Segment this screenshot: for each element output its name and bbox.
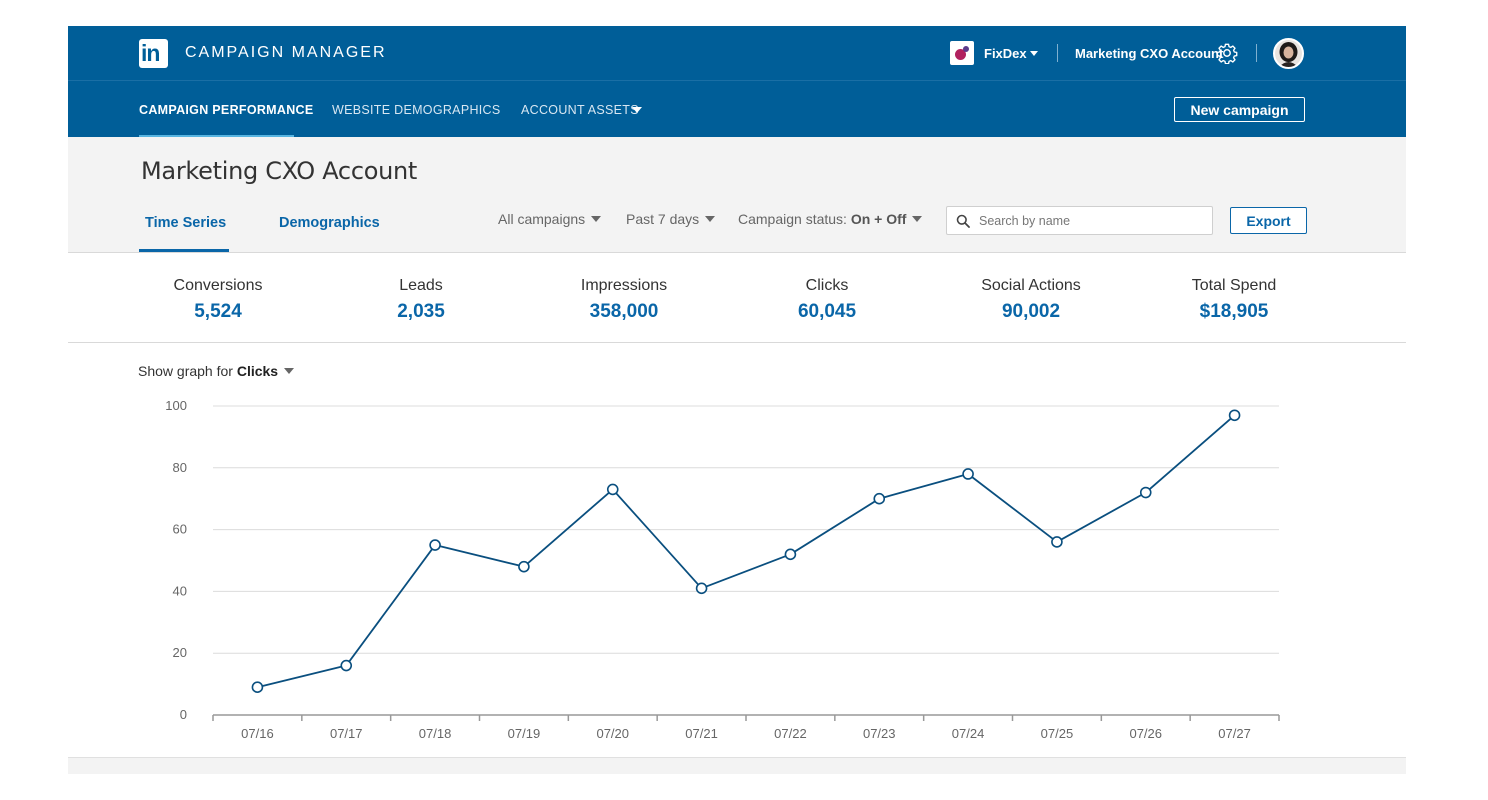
- metric-social-actions[interactable]: Social Actions 90,002: [951, 277, 1111, 323]
- chevron-down-icon[interactable]: [632, 107, 642, 113]
- y-tick-label: 40: [173, 583, 187, 598]
- metric-impressions[interactable]: Impressions 358,000: [544, 277, 704, 323]
- nav-account-assets[interactable]: ACCOUNT ASSETS: [521, 103, 639, 117]
- x-tick-label: 07/27: [1218, 726, 1251, 741]
- footer-strip: [68, 757, 1406, 774]
- divider: [1057, 44, 1058, 62]
- x-tick-label: 07/18: [419, 726, 452, 741]
- metric-label: Leads: [399, 277, 443, 294]
- chevron-down-icon: [591, 216, 602, 223]
- tab-time-series[interactable]: Time Series: [145, 215, 227, 231]
- status-value: On + Off: [850, 211, 907, 227]
- chevron-down-icon: [705, 216, 716, 223]
- metric-value: 90,002: [1001, 301, 1061, 322]
- x-tick-label: 07/20: [596, 726, 629, 741]
- chevron-down-icon[interactable]: [1030, 51, 1038, 56]
- metric-label: Social Actions: [981, 277, 1081, 294]
- y-tick-label: 80: [173, 460, 187, 475]
- metric-value: $18,905: [1199, 301, 1269, 322]
- metric-conversions[interactable]: Conversions 5,524: [138, 277, 298, 323]
- data-point: [873, 492, 886, 505]
- divider: [1256, 44, 1257, 62]
- clicks-line-chart: 0 20 40 60 80 100 07/16 07/17 07/18 07/19 07/20 07/…: [165, 398, 1280, 741]
- data-point: [429, 539, 441, 551]
- x-tick-label: 07/17: [330, 726, 363, 741]
- chevron-down-icon: [912, 216, 923, 223]
- date-range-filter[interactable]: Past 7 days: [626, 211, 716, 227]
- campaign-manager-app: in CAMPAIGN MANAGER FixDex Marketing CXO…: [68, 26, 1406, 774]
- gear-icon[interactable]: [1216, 42, 1238, 64]
- linkedin-logo-icon[interactable]: in: [139, 39, 168, 68]
- main-nav: CAMPAIGN PERFORMANCE WEBSITE DEMOGRAPHIC…: [68, 80, 1406, 138]
- data-point: [962, 468, 974, 480]
- metric-leads[interactable]: Leads 2,035: [341, 277, 501, 323]
- new-campaign-button[interactable]: New campaign: [1174, 97, 1305, 122]
- data-point: [784, 548, 797, 561]
- x-tick-label: 07/26: [1129, 726, 1162, 741]
- search-input[interactable]: [979, 212, 1204, 230]
- metric-value: 5,524: [194, 301, 242, 322]
- account-name[interactable]: Marketing CXO Account: [1075, 46, 1224, 61]
- x-tick-label: 07/21: [685, 726, 718, 741]
- metric-label: Total Spend: [1191, 277, 1277, 294]
- x-tick-label: 07/24: [952, 726, 985, 741]
- status-label: Campaign status:: [738, 211, 847, 227]
- data-point: [1228, 409, 1241, 422]
- data-point: [340, 659, 353, 672]
- export-button[interactable]: Export: [1230, 207, 1307, 234]
- campaign-status-filter[interactable]: Campaign status: On + Off: [738, 211, 923, 227]
- metric-label: Impressions: [580, 277, 668, 294]
- nav-active-indicator: [139, 135, 294, 138]
- x-tick-label: 07/19: [508, 726, 541, 741]
- data-point: [251, 681, 264, 693]
- campaigns-filter[interactable]: All campaigns: [498, 211, 602, 227]
- x-tick-label: 07/22: [774, 726, 807, 741]
- series-line: [257, 414, 1236, 689]
- org-switcher[interactable]: FixDex: [984, 46, 1027, 61]
- y-tick-label: 20: [173, 645, 187, 660]
- filter-area: Marketing CXO Account Time Series Demogr…: [68, 137, 1406, 253]
- search-icon: [956, 214, 970, 228]
- metric-value: 358,000: [589, 301, 659, 322]
- org-logo-icon[interactable]: [950, 41, 974, 65]
- nav-campaign-performance[interactable]: CAMPAIGN PERFORMANCE: [139, 103, 314, 117]
- metrics-row: Conversions 5,524 Leads 2,035 Impression…: [68, 253, 1406, 343]
- metric-label: Clicks: [805, 277, 849, 294]
- y-tick-label: 100: [165, 398, 187, 413]
- data-point: [1051, 536, 1063, 548]
- y-tick-label: 60: [173, 522, 187, 537]
- graph-metric-selector[interactable]: Show graph for Clicks: [138, 363, 295, 379]
- metric-clicks[interactable]: Clicks 60,045: [747, 277, 907, 323]
- graph-selector-value: Clicks: [236, 363, 279, 379]
- data-point: [1139, 486, 1152, 499]
- search-box[interactable]: [946, 206, 1213, 235]
- nav-website-demographics[interactable]: WEBSITE DEMOGRAPHICS: [332, 103, 501, 117]
- metric-label: Conversions: [173, 277, 263, 294]
- data-point: [518, 560, 530, 573]
- page-title: Marketing CXO Account: [141, 157, 418, 185]
- x-tick-label: 07/23: [863, 726, 896, 741]
- campaigns-filter-label: All campaigns: [498, 211, 586, 227]
- metric-value: 60,045: [797, 301, 857, 322]
- date-range-label: Past 7 days: [626, 211, 700, 227]
- chevron-down-icon: [284, 368, 295, 375]
- avatar[interactable]: [1273, 38, 1304, 69]
- tab-active-indicator: [139, 249, 229, 252]
- data-point: [606, 483, 619, 496]
- x-tick-label: 07/25: [1041, 726, 1074, 741]
- data-point: [695, 582, 708, 595]
- metric-total-spend[interactable]: Total Spend $18,905: [1154, 277, 1314, 323]
- graph-selector-prefix: Show graph for: [138, 363, 233, 379]
- metric-value: 2,035: [397, 301, 445, 322]
- tab-demographics[interactable]: Demographics: [279, 215, 380, 231]
- x-tick-label: 07/16: [241, 726, 274, 741]
- app-title: CAMPAIGN MANAGER: [185, 44, 387, 61]
- top-header: in CAMPAIGN MANAGER FixDex Marketing CXO…: [68, 26, 1406, 80]
- y-tick-label: 0: [180, 707, 187, 722]
